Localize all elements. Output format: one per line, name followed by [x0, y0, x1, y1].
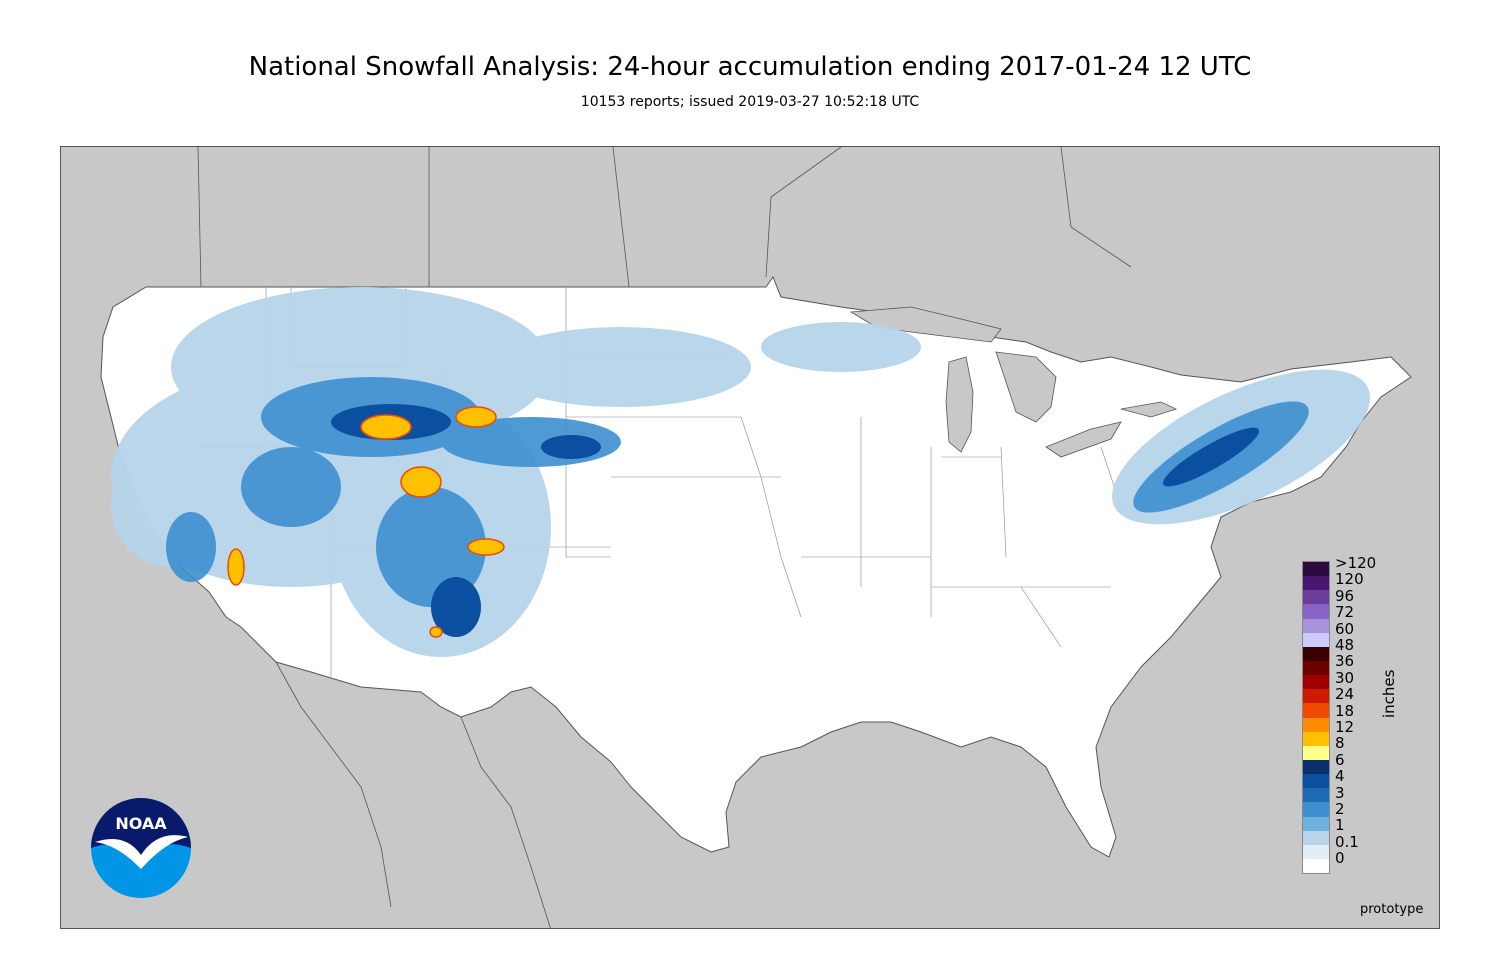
map-subtitle: 10153 reports; issued 2019-03-27 10:52:1…: [580, 94, 920, 110]
legend-tick-label: 96: [1335, 586, 1355, 605]
legend-swatch: [1303, 844, 1329, 859]
map-title: National Snowfall Analysis: 24-hour accu…: [248, 52, 1252, 82]
legend-swatch: [1303, 759, 1329, 775]
mexico-coast: [275, 661, 551, 928]
canada-provinces: [197, 147, 1132, 288]
legend-tick-label: 2: [1335, 800, 1345, 818]
lake-erie: [1045, 421, 1122, 458]
legend-tick-label: 4: [1335, 767, 1345, 786]
legend-swatch: [1303, 717, 1329, 732]
legend-swatch: [1303, 689, 1329, 704]
legend-swatch: [1303, 788, 1329, 803]
lake-ontario: [1120, 401, 1178, 418]
legend-swatch: [1303, 830, 1329, 845]
legend-tick-label: 0: [1335, 849, 1345, 868]
legend-tick-label: 12: [1335, 718, 1355, 736]
noaa-logo-text: NOAA: [115, 814, 167, 833]
legend-swatch: [1303, 576, 1329, 591]
snowfall-map: [100, 147, 1412, 928]
legend-tick-label: 0.1: [1335, 832, 1359, 851]
legend-unit-label: inches: [1380, 669, 1398, 718]
legend-swatch: [1303, 858, 1329, 874]
legend-swatch: [1303, 731, 1329, 746]
legend-swatch: [1303, 562, 1329, 577]
legend-tick-label: 36: [1335, 652, 1355, 671]
legend-tick-label: 24: [1335, 685, 1355, 704]
legend-tick-label: 120: [1335, 570, 1364, 589]
legend-swatch: [1303, 703, 1329, 718]
legend-swatch: [1303, 816, 1329, 831]
legend-tick-label: 6: [1335, 750, 1345, 769]
legend-tick-label: 60: [1335, 619, 1355, 638]
legend-tick-label: 3: [1335, 783, 1345, 802]
prototype-note: prototype: [1360, 902, 1424, 917]
noaa-logo: NOAA: [91, 798, 191, 898]
legend-tick-label: 8: [1335, 734, 1345, 753]
legend-swatch: [1303, 660, 1329, 676]
legend-swatch: [1303, 590, 1329, 605]
legend-swatch: [1303, 802, 1329, 817]
legend-swatch: [1303, 646, 1329, 661]
legend-swatch: [1303, 745, 1329, 760]
map-panel: [60, 146, 1440, 929]
legend-swatch: [1303, 675, 1329, 690]
color-legend: [1302, 561, 1330, 874]
legend-swatch: [1303, 632, 1329, 647]
legend-swatch: [1303, 618, 1329, 633]
snow-extreme: [227, 406, 505, 638]
legend-swatch: [1303, 774, 1329, 789]
lake-michigan: [945, 356, 974, 453]
legend-tick-label: 48: [1335, 636, 1355, 654]
legend-tick-label: 1: [1335, 816, 1345, 835]
legend-tick-label: >120: [1335, 554, 1377, 572]
lake-huron: [995, 351, 1057, 423]
legend-tick-label: 30: [1335, 668, 1355, 687]
legend-tick-label: 18: [1335, 701, 1355, 720]
legend-swatch: [1303, 604, 1329, 619]
legend-tick-label: 72: [1335, 603, 1355, 622]
